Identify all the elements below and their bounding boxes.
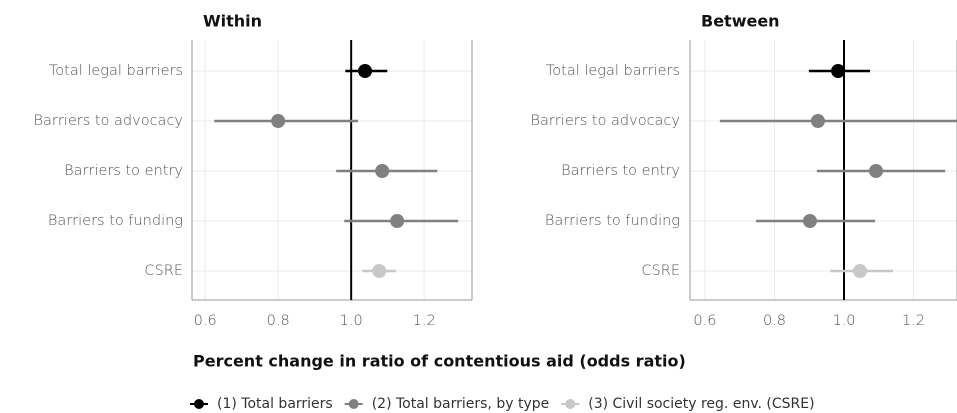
legend-label: (1) Total barriers [217,396,333,412]
marks [214,64,459,278]
legend-key [565,399,576,409]
x-tick-label: 1.2 [902,313,925,329]
y-tick-label: Barriers to entry [64,163,183,179]
point [358,64,373,78]
point [375,164,390,178]
legend-label: (3) Civil society reg. env. (CSRE) [588,396,814,412]
y-tick-label: Total legal barriers [49,63,183,79]
y-tick-label: Barriers to advocacy [531,113,681,129]
panel-title: Between [701,12,780,31]
point [390,214,405,228]
point [853,264,868,278]
y-tick-label: Barriers to funding [48,213,183,229]
y-tick-label: Barriers to advocacy [34,113,184,129]
x-tick-label: 0.8 [763,313,786,329]
point [271,114,286,128]
x-tick-label: 1.0 [832,313,855,329]
x-tick-label: 1.0 [340,313,363,329]
point [868,164,883,178]
y-tick-label: Total legal barriers [546,63,680,79]
y-tick-label: Barriers to funding [545,213,680,229]
point [831,64,846,78]
x-axis-label: Percent change in ratio of contentious a… [193,352,686,371]
x-tick-label: 0.6 [693,313,716,329]
point [802,214,817,228]
point [810,114,825,128]
x-tick-label: 0.8 [267,313,290,329]
panel-title: Within [203,12,262,31]
y-tick-label: CSRE [641,263,680,279]
x-tick-label: 1.2 [413,313,436,329]
legend-key [348,399,359,409]
legend-key [194,399,204,409]
y-tick-label: CSRE [144,263,183,279]
x-tick-label: 0.6 [194,313,217,329]
marks [719,64,957,278]
point [372,264,387,278]
legend-label: (2) Total barriers, by type [372,396,550,412]
y-tick-label: Barriers to entry [561,163,680,179]
